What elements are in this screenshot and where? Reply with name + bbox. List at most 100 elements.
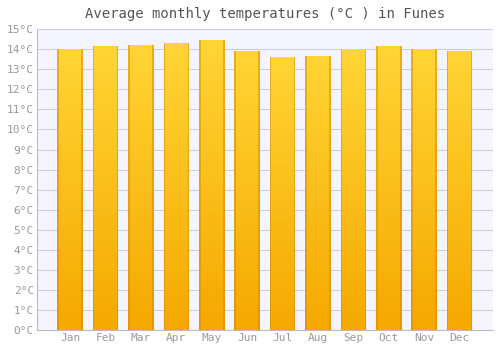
Bar <box>412 70 437 74</box>
Bar <box>376 188 402 192</box>
Bar <box>412 299 437 302</box>
Bar <box>164 54 189 57</box>
Bar <box>376 177 402 181</box>
Bar <box>447 236 472 239</box>
Bar <box>270 238 295 242</box>
Bar <box>270 313 295 317</box>
Bar <box>128 295 154 298</box>
Bar <box>234 295 260 299</box>
Bar <box>93 149 118 153</box>
Bar <box>305 248 330 251</box>
Bar <box>412 285 437 288</box>
Bar <box>270 160 295 163</box>
Bar <box>412 144 437 148</box>
Bar <box>128 152 154 156</box>
Bar <box>234 79 260 83</box>
Bar <box>128 227 154 230</box>
Bar <box>447 79 472 83</box>
Bar <box>447 233 472 236</box>
Bar <box>376 71 402 75</box>
Bar <box>270 272 295 276</box>
Bar <box>164 197 189 201</box>
Bar <box>305 77 330 80</box>
Bar <box>128 174 154 177</box>
Bar <box>199 211 224 214</box>
Bar <box>93 46 118 50</box>
Bar <box>93 277 118 281</box>
Bar <box>340 246 366 250</box>
Bar <box>128 84 154 88</box>
Bar <box>199 243 224 247</box>
Bar <box>93 160 118 163</box>
Bar <box>340 99 366 103</box>
Bar <box>199 203 224 207</box>
Bar <box>270 68 295 71</box>
Bar <box>412 84 437 88</box>
Bar <box>164 165 189 169</box>
Bar <box>128 238 154 241</box>
Bar <box>199 200 224 203</box>
Bar <box>447 299 472 302</box>
Bar <box>234 173 260 177</box>
Bar <box>340 204 366 208</box>
Bar <box>340 141 366 145</box>
Bar <box>447 194 472 198</box>
Bar <box>412 63 437 67</box>
Bar <box>93 114 118 117</box>
Bar <box>58 246 83 250</box>
Bar <box>376 149 402 153</box>
Bar <box>270 81 295 84</box>
Bar <box>412 313 437 316</box>
Bar <box>234 86 260 90</box>
Bar <box>93 231 118 234</box>
Bar <box>340 54 366 57</box>
Bar <box>305 149 330 152</box>
Bar <box>128 273 154 277</box>
Bar <box>234 236 260 239</box>
Bar <box>128 291 154 295</box>
Bar <box>376 85 402 89</box>
Bar <box>199 149 224 153</box>
Bar <box>412 190 437 193</box>
Bar <box>340 260 366 264</box>
Bar <box>93 121 118 124</box>
Bar <box>128 209 154 213</box>
Bar <box>234 253 260 257</box>
Bar <box>412 306 437 309</box>
Bar <box>270 146 295 149</box>
Bar <box>376 78 402 82</box>
Bar <box>199 91 224 94</box>
Bar <box>447 118 472 121</box>
Bar <box>58 88 83 91</box>
Title: Average monthly temperatures (°C ) in Funes: Average monthly temperatures (°C ) in Fu… <box>85 7 445 21</box>
Bar <box>93 96 118 99</box>
Bar <box>340 127 366 131</box>
Bar <box>93 163 118 167</box>
Bar <box>376 156 402 160</box>
Bar <box>234 124 260 128</box>
Bar <box>376 163 402 167</box>
Bar <box>164 108 189 111</box>
Bar <box>128 302 154 305</box>
Bar <box>376 181 402 185</box>
Bar <box>199 301 224 305</box>
Bar <box>164 291 189 294</box>
Bar <box>164 97 189 100</box>
Bar <box>164 111 189 115</box>
Bar <box>447 177 472 180</box>
Bar <box>412 88 437 91</box>
Bar <box>305 197 330 200</box>
Bar <box>58 218 83 221</box>
Bar <box>234 299 260 302</box>
Bar <box>376 57 402 60</box>
Bar <box>412 98 437 102</box>
Bar <box>412 140 437 144</box>
Bar <box>270 91 295 95</box>
Bar <box>199 247 224 251</box>
Bar <box>234 114 260 118</box>
Bar <box>412 81 437 84</box>
Bar <box>305 66 330 70</box>
Bar <box>58 123 83 126</box>
Bar <box>128 106 154 109</box>
Bar <box>58 165 83 169</box>
